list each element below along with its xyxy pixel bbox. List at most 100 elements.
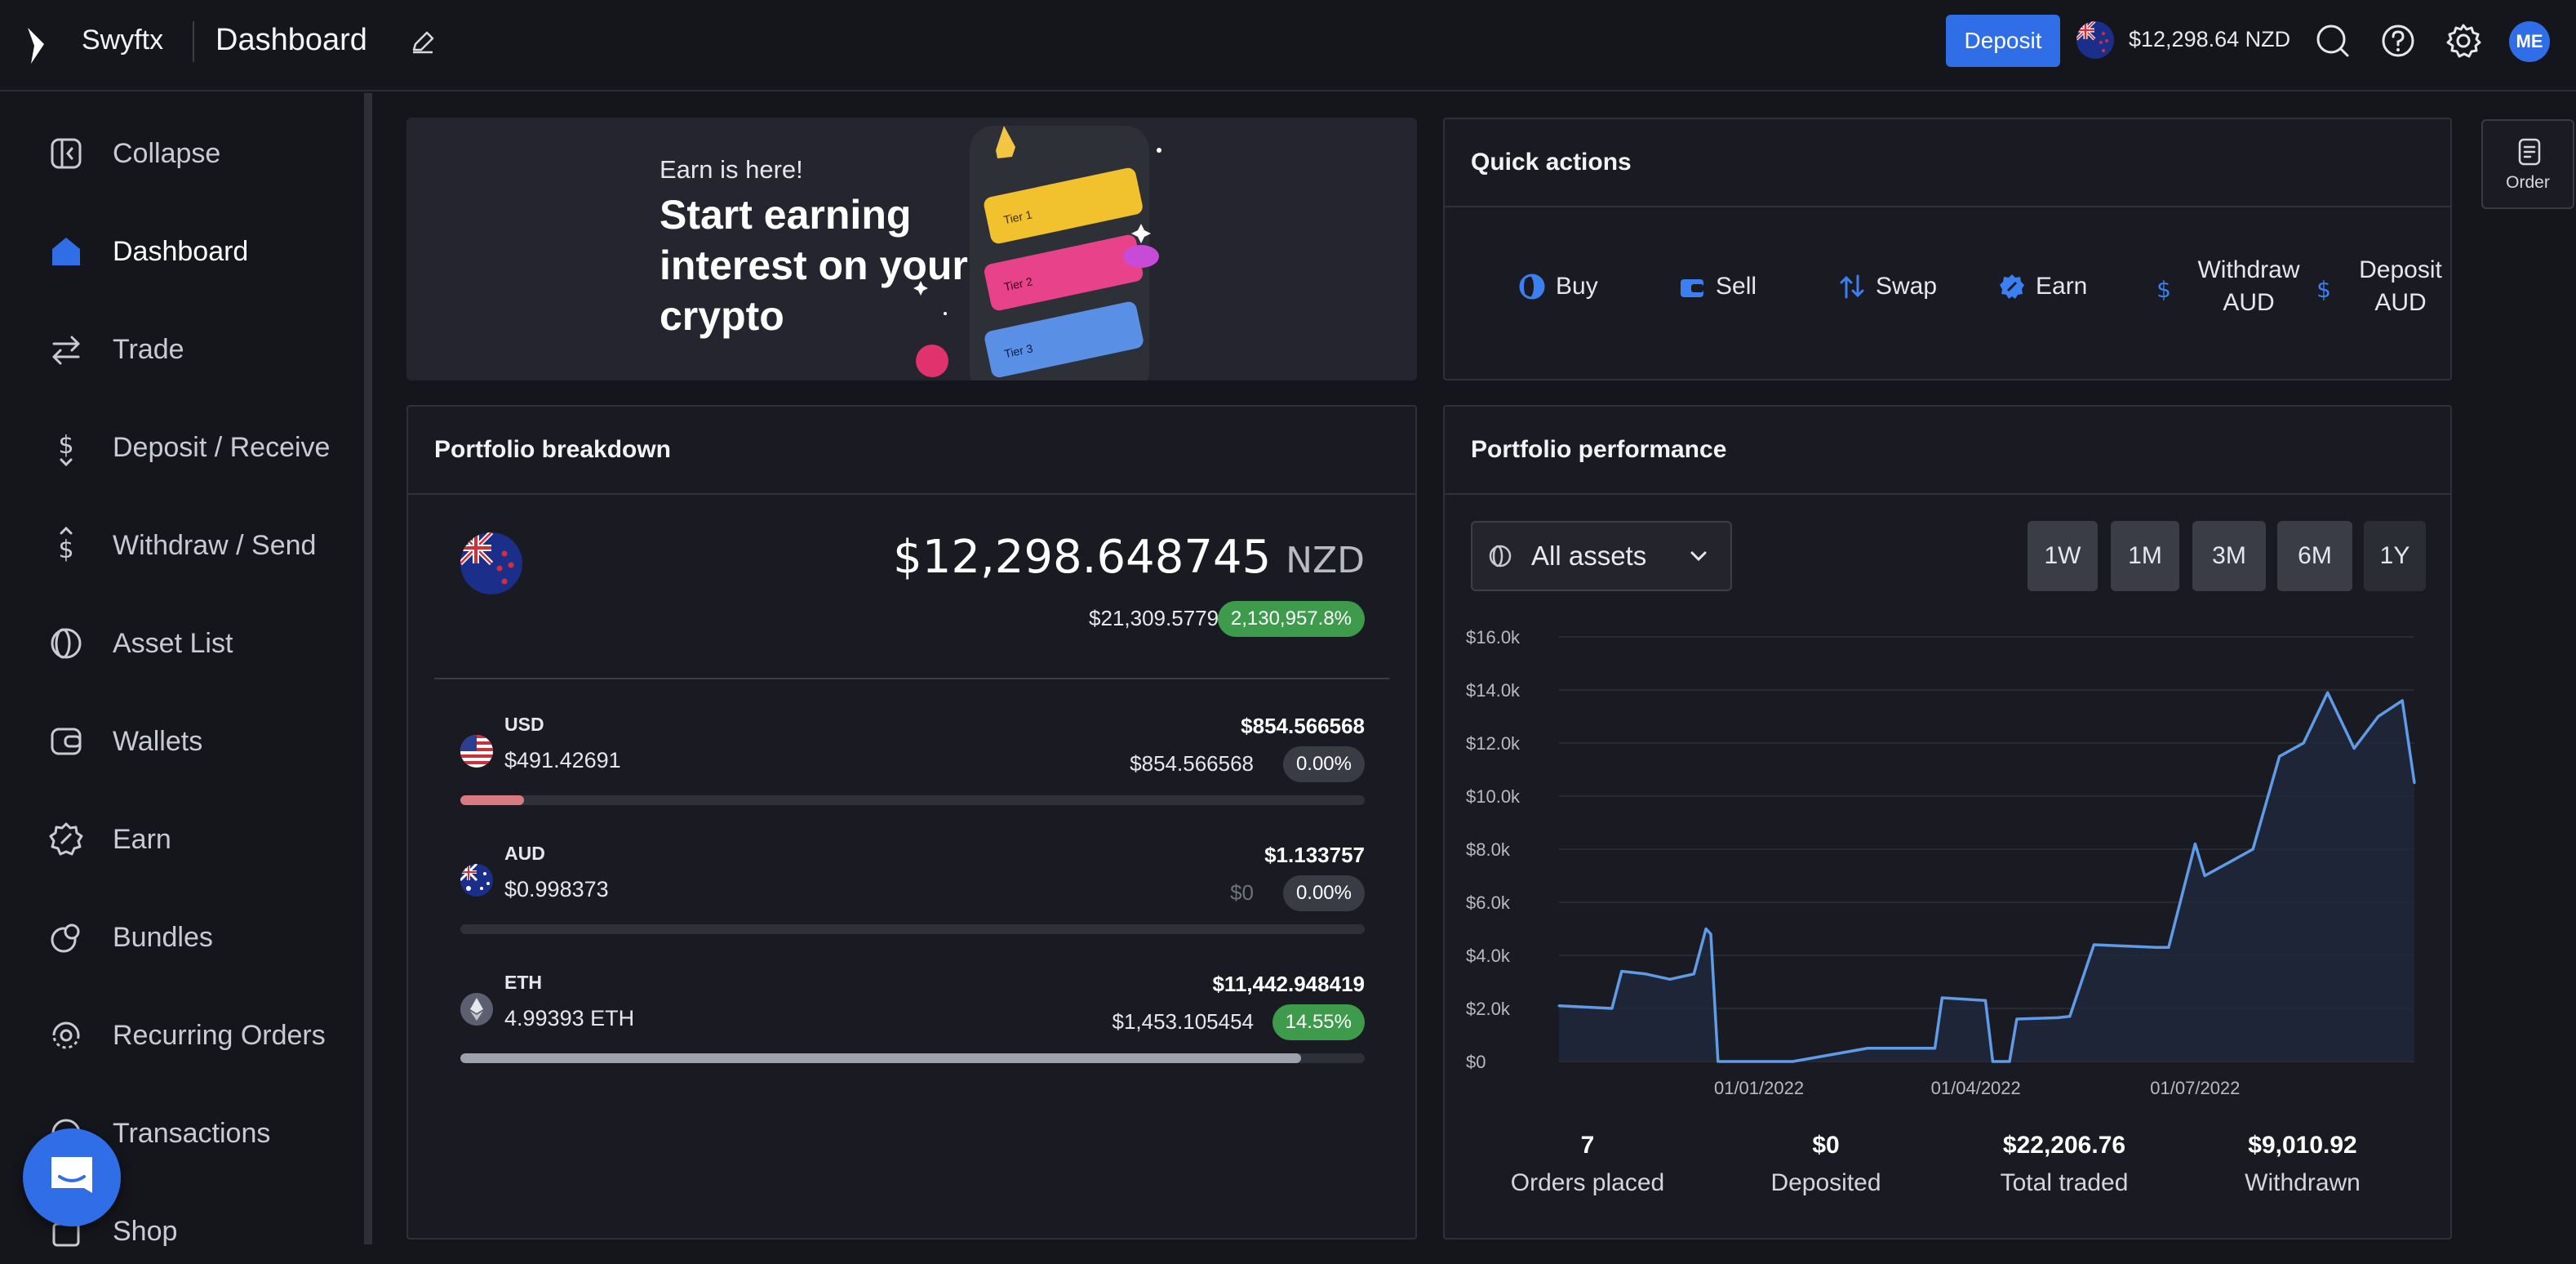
sidebar-item-recurring-orders[interactable]: Recurring Orders xyxy=(0,1003,364,1068)
asset-value: $11,442.948419 xyxy=(1212,972,1365,996)
asset-code: USD xyxy=(504,714,544,735)
quick-action-label: Swap xyxy=(1876,273,1938,300)
data-point xyxy=(1610,1007,1614,1010)
svg-text:$: $ xyxy=(2156,276,2171,300)
sidebar-item-earn[interactable]: Earn xyxy=(0,807,364,872)
earn-tiers-illustration: Tier 1 Tier 2 Tier 3 xyxy=(913,126,1161,381)
asset-quantity: 4.99393 ETH xyxy=(504,1006,635,1030)
timeframe-1w-button[interactable]: 1W xyxy=(2027,521,2098,591)
data-point xyxy=(2155,946,2158,949)
swap-arrows-icon xyxy=(52,336,80,365)
asset-filter-value: All assets xyxy=(1531,541,1647,571)
sidebar-item-label: Withdraw / Send xyxy=(113,529,317,561)
quick-action-label: Deposit AUD xyxy=(2359,256,2442,316)
asset-value: $854.566568 xyxy=(1241,714,1365,738)
portfolio-total-value: $12,298.648745 xyxy=(893,531,1272,584)
support-chat-button[interactable] xyxy=(23,1128,121,1226)
asset-row-aud[interactable]: AUD $0.998373 $1.133757 $0 0.00% xyxy=(408,836,1415,959)
data-point xyxy=(1984,999,1988,1002)
stat-label: Deposited xyxy=(1770,1169,1881,1196)
asset-row-eth[interactable]: ETH 4.99393 ETH $11,442.948419 $1,453.10… xyxy=(408,965,1415,1088)
sidebar-item-asset-list[interactable]: Asset List xyxy=(0,611,364,676)
asset-allocation-bar xyxy=(460,795,1365,805)
quick-actions-panel: Quick actions Buy Sell Swap xyxy=(1443,118,2452,381)
stat-withdrawn: $9,010.92 Withdrawn xyxy=(2184,1132,2421,1197)
asset-sub-value: $0 xyxy=(1230,880,1254,905)
order-document-icon xyxy=(2518,138,2541,166)
stat-value: 7 xyxy=(1580,1132,1595,1159)
asset-filter-dropdown[interactable]: All assets xyxy=(1471,521,1732,591)
data-point xyxy=(2251,848,2254,851)
swyftx-logo-icon[interactable] xyxy=(23,24,52,67)
y-tick-label: $0 xyxy=(1466,1052,1486,1072)
dollar-up-icon: $ xyxy=(58,527,74,564)
data-point xyxy=(1557,1004,1561,1008)
order-panel-toggle[interactable]: Order xyxy=(2481,119,2574,209)
data-point xyxy=(2227,861,2231,864)
timeframe-3m-button[interactable]: 3M xyxy=(2192,521,2266,591)
y-tick-label: $14.0k xyxy=(1466,680,1521,701)
x-tick-label: 01/04/2022 xyxy=(1931,1078,2021,1098)
banner-kicker: Earn is here! xyxy=(660,155,803,184)
data-point xyxy=(1709,932,1712,936)
swap-icon xyxy=(1840,274,1864,299)
sidebar-item-label: Recurring Orders xyxy=(113,1019,326,1051)
au-flag-icon xyxy=(460,864,493,897)
search-icon[interactable] xyxy=(2313,21,2352,60)
user-avatar[interactable]: ME xyxy=(2509,21,2550,62)
quick-action-deposit-aud[interactable]: $ Deposit AUD xyxy=(2310,242,2454,332)
sidebar-item-label: Shop xyxy=(113,1215,178,1247)
sidebar-item-dashboard[interactable]: Dashboard xyxy=(0,219,364,284)
buy-coin-icon xyxy=(1519,274,1545,300)
page-title: Dashboard xyxy=(215,23,367,57)
bundle-icon xyxy=(51,924,80,953)
y-tick-label: $10.0k xyxy=(1466,786,1521,807)
asset-allocation-bar xyxy=(460,1053,1365,1063)
data-point xyxy=(1934,1047,1937,1050)
sidebar-item-trade[interactable]: Trade xyxy=(0,317,364,382)
help-icon[interactable] xyxy=(2378,21,2418,60)
quick-action-withdraw-aud[interactable]: $ Withdraw AUD xyxy=(2150,242,2310,332)
breakdown-divider xyxy=(434,678,1389,679)
sidebar-item-wallets[interactable]: Wallets xyxy=(0,709,364,774)
quick-action-earn[interactable]: Earn xyxy=(1998,242,2087,332)
sidebar-item-deposit-receive[interactable]: $ Deposit / Receive xyxy=(0,415,364,480)
sidebar-item-bundles[interactable]: Bundles xyxy=(0,905,364,970)
asset-row-usd[interactable]: USD $491.42691 $854.566568 $854.566568 0… xyxy=(408,707,1415,830)
portfolio-total-currency: NZD xyxy=(1286,540,1365,581)
brand-name: Swyftx xyxy=(82,24,164,56)
timeframe-6m-button[interactable]: 6M xyxy=(2277,521,2352,591)
dollar-up-icon: $ xyxy=(2156,276,2171,300)
y-tick-label: $16.0k xyxy=(1466,627,1521,648)
data-point xyxy=(2056,1016,2059,1019)
portfolio-performance-chart[interactable]: $0 $2.0k $4.0k $6.0k $8.0k $10.0k $12.0k $14.0k… xyxy=(1458,621,2429,1110)
sell-wallet-icon xyxy=(1681,279,1703,297)
order-label: Order xyxy=(2506,173,2550,192)
portfolio-total: $12,298.648745 NZD xyxy=(893,531,1365,584)
recurring-icon xyxy=(52,1021,80,1049)
x-tick-label: 01/07/2022 xyxy=(2150,1078,2240,1098)
quick-action-sell[interactable]: Sell xyxy=(1678,242,1757,332)
sidebar-item-collapse[interactable]: Collapse xyxy=(0,121,364,186)
asset-quantity: $0.998373 xyxy=(504,877,609,901)
earn-promo-banner[interactable]: Earn is here! Start earning interest on … xyxy=(406,118,1417,381)
timeframe-1y-button[interactable]: 1Y xyxy=(2364,521,2426,591)
header-divider xyxy=(193,21,194,62)
pencil-edit-icon[interactable] xyxy=(408,28,437,57)
stat-deposited: $0 Deposited xyxy=(1708,1132,1944,1197)
svg-text:$: $ xyxy=(58,536,73,564)
quick-actions-title: Quick actions xyxy=(1445,119,2450,207)
timeframe-1m-button[interactable]: 1M xyxy=(2111,521,2179,591)
gear-icon[interactable] xyxy=(2444,21,2483,60)
badge-icon xyxy=(49,822,83,856)
home-icon xyxy=(52,238,80,265)
dollar-down-icon: $ xyxy=(58,431,74,466)
quick-action-swap[interactable]: Swap xyxy=(1838,242,1937,332)
sidebar-item-withdraw-send[interactable]: $ Withdraw / Send xyxy=(0,513,364,578)
header-balance[interactable]: $12,298.64 NZD xyxy=(2129,27,2291,51)
deposit-button[interactable]: Deposit xyxy=(1946,15,2060,67)
data-point xyxy=(1644,972,1647,976)
quick-action-buy[interactable]: Buy xyxy=(1518,242,1598,332)
stat-label: Total traded xyxy=(2000,1169,2129,1196)
tier-2-label: Tier 2 xyxy=(1002,274,1033,293)
